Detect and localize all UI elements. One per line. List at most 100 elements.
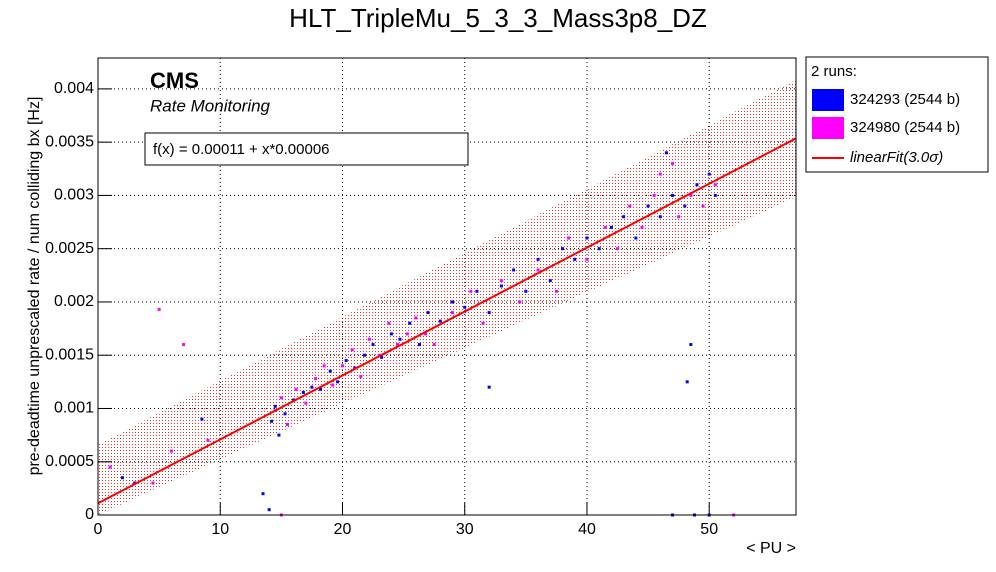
legend-swatch [812, 89, 844, 111]
point [628, 204, 632, 208]
point [664, 151, 668, 155]
point [408, 321, 412, 325]
point [689, 193, 693, 197]
y-tick-label: 0.0015 [45, 346, 94, 363]
fit-box [144, 132, 469, 166]
point [398, 337, 402, 341]
point [671, 161, 675, 165]
point [362, 353, 366, 357]
x-tick-label: 0 [94, 521, 103, 538]
x-tick-label: 20 [334, 521, 352, 538]
point [683, 204, 687, 208]
y-tick-label: 0.0025 [45, 240, 94, 257]
point [285, 422, 289, 426]
point [328, 369, 332, 373]
point [640, 225, 644, 229]
y-tick-label: 0.001 [54, 400, 94, 417]
y-tick-label: 0 [85, 506, 94, 523]
chart-title: HLT_TripleMu_5_3_3_Mass3p8_DZ [289, 3, 707, 33]
point [120, 476, 124, 480]
point [206, 438, 210, 442]
point [426, 311, 430, 315]
point [367, 337, 371, 341]
point [350, 348, 354, 352]
y-axis-label: pre-deadtime unprescaled rate / num coll… [26, 97, 43, 476]
y-tick-label: 0.003 [54, 187, 94, 204]
point [261, 492, 265, 496]
fit-band [98, 79, 796, 515]
plot-frame [97, 57, 797, 516]
point [536, 268, 540, 272]
point [432, 343, 436, 347]
point [200, 417, 204, 421]
legend-entries: 324293 (2544 b) 324980 (2544 b) linearFit(… [812, 89, 960, 166]
point [380, 355, 384, 359]
point [451, 311, 455, 315]
point [695, 183, 699, 187]
point [344, 359, 348, 363]
point [340, 364, 344, 368]
point [646, 204, 650, 208]
point [585, 257, 589, 261]
point [414, 316, 418, 320]
point [331, 383, 335, 387]
point [270, 419, 274, 423]
point [371, 343, 375, 347]
point [689, 343, 693, 347]
point [451, 300, 455, 304]
point [548, 279, 552, 283]
point [685, 380, 689, 384]
legend-label: linearFit(3.0σ) [850, 149, 943, 166]
point [554, 289, 558, 293]
point [359, 375, 363, 379]
legend-label: 324293 (2544 b) [850, 91, 960, 108]
point [417, 343, 421, 347]
legend-label: 324980 (2544 b) [850, 119, 960, 136]
point [573, 257, 577, 261]
point [585, 236, 589, 240]
point [283, 412, 287, 416]
y-tick-label: 0.004 [54, 80, 94, 97]
point [658, 172, 662, 176]
point [499, 284, 503, 288]
point [671, 193, 675, 197]
point [499, 279, 503, 283]
point [301, 390, 305, 394]
point [182, 343, 186, 347]
point [469, 289, 473, 293]
point [616, 247, 620, 251]
point [169, 449, 173, 453]
point [481, 321, 485, 325]
point [318, 387, 322, 391]
x-tick-label: 50 [700, 521, 718, 538]
y-tick-label: 0.0005 [45, 453, 94, 470]
cms-label: CMS [150, 68, 199, 93]
point [707, 172, 711, 176]
x-tick-label: 10 [211, 521, 229, 538]
point [304, 401, 308, 405]
point [273, 404, 277, 408]
point [314, 377, 318, 381]
point [634, 236, 638, 240]
cms-sublabel: Rate Monitoring [150, 96, 271, 115]
point [487, 385, 491, 389]
point [713, 193, 717, 197]
point [395, 343, 399, 347]
point [336, 380, 340, 384]
point [424, 332, 428, 336]
point [108, 465, 112, 469]
point [267, 508, 271, 512]
point [603, 225, 607, 229]
point [475, 289, 479, 293]
point [151, 481, 155, 485]
point [463, 305, 467, 309]
point [279, 396, 283, 400]
point [622, 215, 626, 219]
point [387, 321, 391, 325]
x-tick-label: 40 [578, 521, 596, 538]
y-tick-label: 0.0035 [45, 133, 94, 150]
x-axis-label: < PU > [746, 540, 796, 557]
point [157, 307, 161, 311]
point [713, 183, 717, 187]
